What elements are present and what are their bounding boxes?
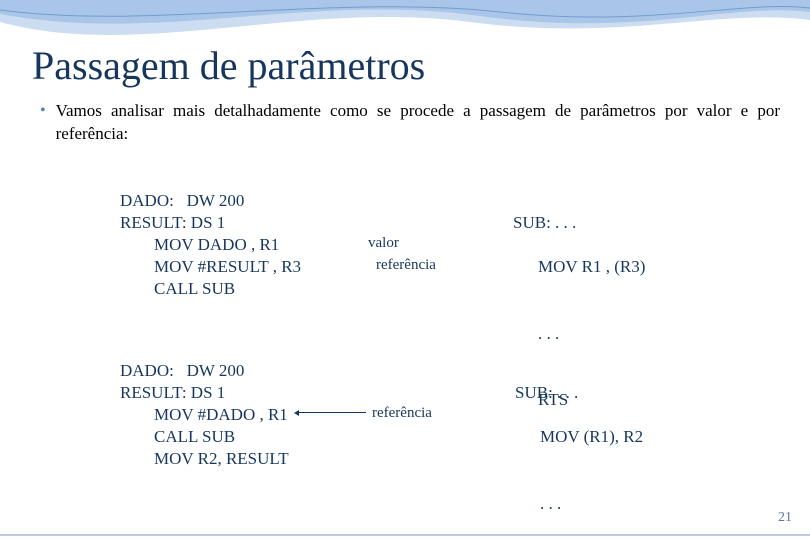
bullet-marker-icon: • [40,100,46,122]
code-line: MOV R1 , (R3) [538,256,645,278]
annotation-referencia: referência [376,256,436,276]
bullet-item: • Vamos analisar mais detalhadamente com… [40,100,780,146]
sub-label: SUB: . . . [515,383,578,402]
slide-title: Passagem de parâmetros [32,42,425,89]
code-line: . . . [540,493,643,515]
code-line: . . . [538,323,645,345]
annotation-valor: valor [368,234,399,254]
example2-caller-code: DADO: DW 200 RESULT: DS 1 MOV #DADO , R1… [120,360,289,470]
annotation-referencia: referência [372,404,432,424]
bullet-text: Vamos analisar mais detalhadamente como … [56,100,780,146]
sub-label: SUB: . . . [513,213,576,232]
footer-underline [0,534,810,536]
example2-subroutine-code: SUB: . . . MOV (R1), R2 . . . ADD #10, R… [498,360,643,540]
page-number: 21 [778,510,792,526]
example1-caller-code: DADO: DW 200 RESULT: DS 1 MOV DADO , R1 … [120,190,301,300]
code-line: MOV (R1), R2 [540,426,643,448]
arrow-icon [296,412,366,413]
